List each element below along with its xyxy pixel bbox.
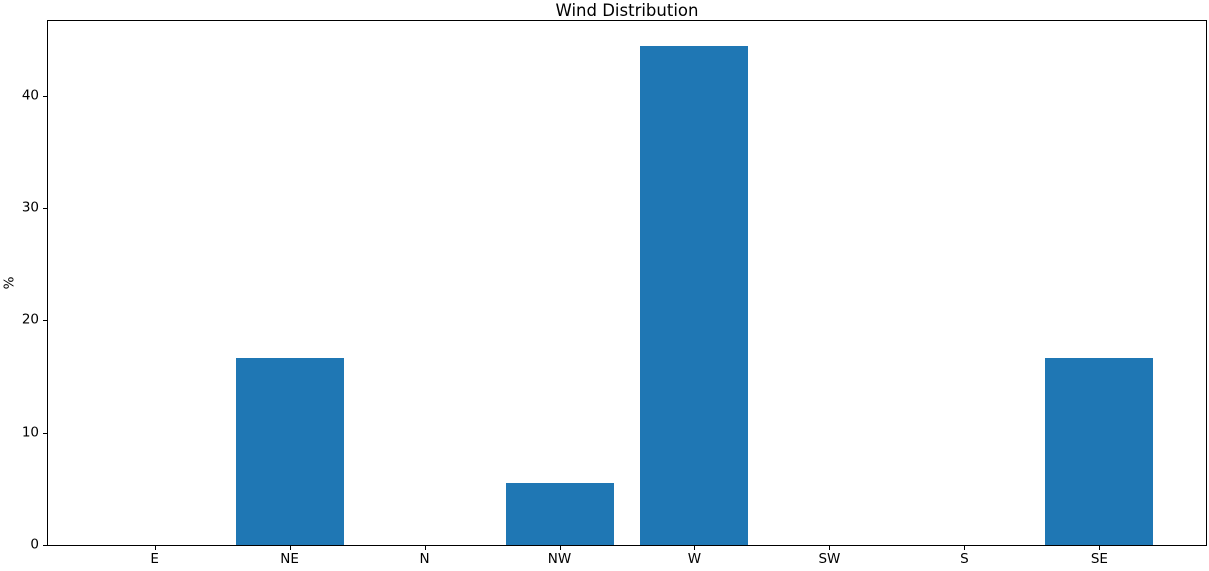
- bar-se: [1045, 357, 1154, 545]
- chart-title: Wind Distribution: [555, 1, 699, 20]
- y-tick-mark: [43, 320, 47, 322]
- bar-w: [640, 46, 749, 545]
- y-tick-mark: [43, 95, 47, 97]
- x-tick-mark: [559, 546, 561, 550]
- y-tick-label-0: 0: [30, 536, 39, 553]
- x-tick-label-n: N: [419, 551, 430, 567]
- x-tick-label-sw: SW: [818, 551, 841, 567]
- bar-ne: [235, 357, 344, 545]
- x-tick-mark: [424, 546, 426, 550]
- x-tick-label-se: SE: [1090, 551, 1108, 567]
- y-axis-label: %: [1, 276, 18, 290]
- x-tick-label-w: W: [687, 551, 702, 567]
- y-tick-mark: [43, 208, 47, 210]
- plot-area: [47, 20, 1207, 546]
- bar-nw: [505, 482, 614, 545]
- x-tick-mark: [829, 546, 831, 550]
- y-tick-label-30: 30: [21, 199, 39, 216]
- x-tick-label-e: E: [150, 551, 159, 567]
- x-tick-mark: [1099, 546, 1101, 550]
- x-tick-mark: [694, 546, 696, 550]
- x-tick-label-nw: NW: [547, 551, 572, 567]
- x-tick-mark: [154, 546, 156, 550]
- x-tick-label-s: S: [960, 551, 969, 567]
- y-tick-label-40: 40: [21, 87, 39, 104]
- y-tick-mark: [43, 545, 47, 546]
- x-tick-label-ne: NE: [280, 551, 299, 567]
- y-tick-label-20: 20: [21, 311, 39, 328]
- y-tick-label-10: 10: [21, 423, 39, 440]
- y-tick-mark: [43, 432, 47, 434]
- x-tick-mark: [964, 546, 966, 550]
- x-tick-mark: [289, 546, 291, 550]
